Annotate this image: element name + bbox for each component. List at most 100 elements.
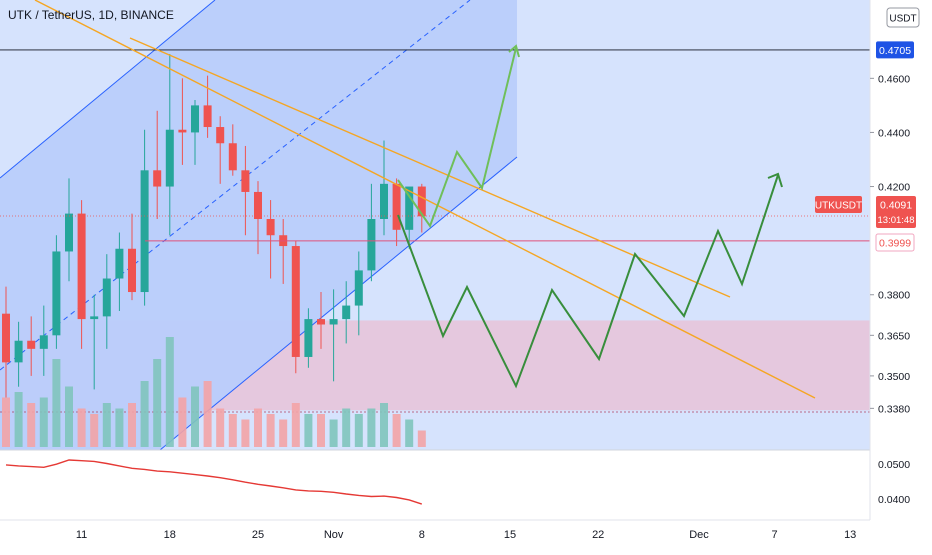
volume-bar	[392, 414, 401, 447]
x-tick-label: 22	[592, 529, 604, 541]
candle-body	[128, 248, 136, 293]
volume-bar	[102, 403, 111, 447]
candle	[417, 183, 426, 233]
candle	[329, 289, 338, 382]
candle	[203, 75, 212, 138]
symbol-label-text: UTKUSDT	[815, 201, 862, 212]
y-tick-label: 0.3650	[878, 330, 910, 342]
volume-bar	[304, 414, 313, 447]
volume-bar	[329, 419, 338, 447]
price-axis-ticks: 0.4600 0.4400 0.4200 0.3800 0.3650 0.3500 0.33…	[870, 73, 910, 506]
candle	[266, 200, 275, 279]
candle-body	[165, 129, 174, 187]
volume-bar	[178, 397, 187, 447]
volume-bar	[279, 419, 288, 447]
candle-body	[241, 170, 250, 192]
volume-bar	[115, 408, 124, 447]
candle-body	[392, 183, 401, 230]
candle	[228, 124, 237, 176]
candle-body	[140, 170, 149, 293]
candle	[342, 281, 351, 344]
trendline-upper	[129, 37, 731, 298]
candle-body	[178, 129, 187, 133]
y-tick-label: 0.4400	[878, 127, 910, 139]
currency-badge[interactable]: USDT	[886, 7, 920, 28]
y-tick-label: 0.3500	[878, 371, 910, 383]
y-tick-label: 0.4600	[878, 73, 910, 85]
candle	[140, 129, 149, 306]
candle	[304, 308, 313, 368]
volume-bar	[2, 397, 10, 447]
candle-body	[153, 170, 162, 187]
x-tick-label: 8	[419, 529, 425, 541]
volume-bar	[216, 408, 225, 447]
projection-bullish-arrow	[508, 44, 520, 58]
last-price-text: 0.4091	[880, 200, 912, 212]
candle-body	[405, 186, 414, 230]
last-price-badge: 0.4091 13:01:48	[876, 196, 916, 228]
candle	[77, 200, 86, 349]
candle	[367, 183, 376, 282]
y-tick-label: 0.3800	[878, 290, 910, 302]
candle-body	[329, 319, 338, 325]
candle	[52, 235, 61, 349]
x-tick-label: Nov	[324, 529, 344, 541]
candle	[14, 321, 23, 387]
volume-bar	[241, 419, 250, 447]
candle-body	[367, 219, 376, 271]
volume-bars	[2, 337, 426, 447]
volume-bar	[342, 408, 351, 447]
candle-body	[27, 340, 36, 349]
candle-body	[77, 213, 86, 320]
price-axis[interactable]	[870, 0, 932, 520]
candle-body	[254, 191, 262, 219]
symbol-title: UTK / TetherUS, 1D, BINANCE	[8, 8, 174, 22]
volume-bar	[254, 408, 262, 447]
volume-bar	[140, 381, 149, 447]
candle	[405, 186, 414, 249]
candle	[2, 286, 10, 398]
currency-badge-text: USDT	[889, 14, 916, 25]
candle-body	[291, 246, 300, 357]
channel-upper-line	[0, 0, 216, 179]
volume-bar	[128, 403, 136, 447]
candle-body	[266, 219, 275, 236]
x-tick-label: 13	[844, 529, 856, 541]
volume-bar	[52, 359, 61, 447]
volume-bar	[354, 414, 363, 447]
candle	[317, 292, 325, 349]
candle	[216, 116, 225, 184]
candle	[153, 110, 162, 219]
time-axis[interactable]	[0, 520, 932, 550]
x-tick-label: Dec	[689, 529, 709, 541]
candle-body	[317, 319, 325, 325]
countdown-text: 13:01:48	[878, 215, 915, 226]
x-tick-label: 15	[504, 529, 516, 541]
candle	[392, 178, 401, 247]
x-tick-label: 7	[772, 529, 778, 541]
volume-bar	[266, 414, 275, 447]
volume-bar	[191, 386, 199, 447]
candle	[178, 78, 187, 165]
candle-body	[90, 316, 99, 320]
volume-bar	[77, 408, 86, 447]
indicator-pane-bg	[0, 450, 870, 520]
target-price-text: 0.4705	[879, 45, 911, 57]
indicator-line	[5, 459, 423, 505]
candle-body	[39, 335, 48, 349]
volume-bar	[417, 430, 426, 447]
volume-bar	[380, 403, 388, 447]
volume-bar	[65, 386, 73, 447]
candle	[115, 232, 124, 311]
candle	[291, 240, 300, 374]
indicator-tick-label: 0.0400	[878, 494, 910, 506]
candles	[2, 53, 426, 398]
candle-body	[14, 340, 23, 363]
candle-body	[216, 127, 225, 144]
candle	[380, 140, 388, 236]
candle	[165, 53, 174, 236]
volume-bar	[291, 403, 300, 447]
candle	[102, 254, 111, 349]
